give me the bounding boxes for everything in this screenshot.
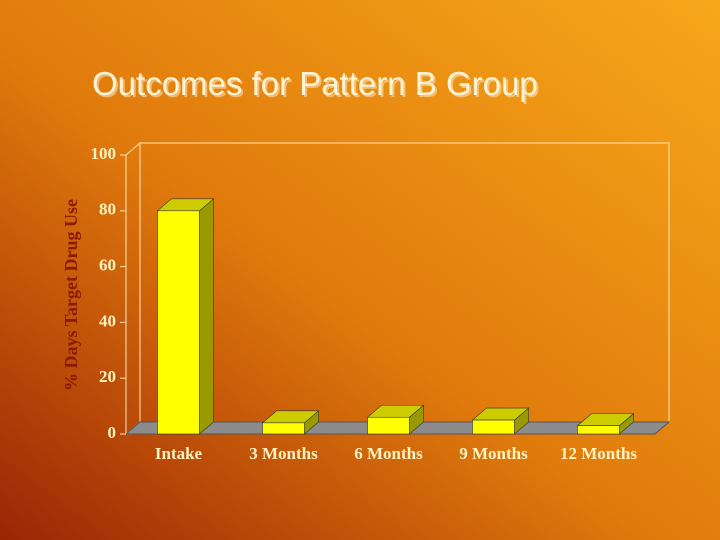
y-tick-label: 0 — [108, 423, 117, 442]
y-tick-label: 60 — [99, 256, 116, 275]
y-tick-label: 20 — [99, 367, 116, 386]
bar — [157, 210, 200, 435]
bar — [367, 416, 410, 435]
bar — [262, 422, 305, 435]
y-tick-label: 100 — [91, 144, 117, 163]
chart-title: Outcomes for Pattern B Group — [92, 65, 538, 102]
bar-side — [199, 198, 214, 435]
y-axis-label: % Days Target Drug Use — [61, 199, 81, 391]
x-tick-label: 3 Months — [249, 444, 318, 463]
x-tick-label: 12 Months — [560, 444, 637, 463]
x-tick-label: 9 Months — [459, 444, 528, 463]
title-shadow: Outcomes for Pattern B Group — [94, 67, 540, 104]
bar — [472, 419, 515, 435]
x-tick-label: 6 Months — [354, 444, 423, 463]
y-tick-label: 80 — [99, 200, 116, 219]
bar — [577, 425, 620, 435]
y-tick-label: 40 — [99, 311, 116, 330]
x-tick-label: Intake — [155, 444, 203, 463]
